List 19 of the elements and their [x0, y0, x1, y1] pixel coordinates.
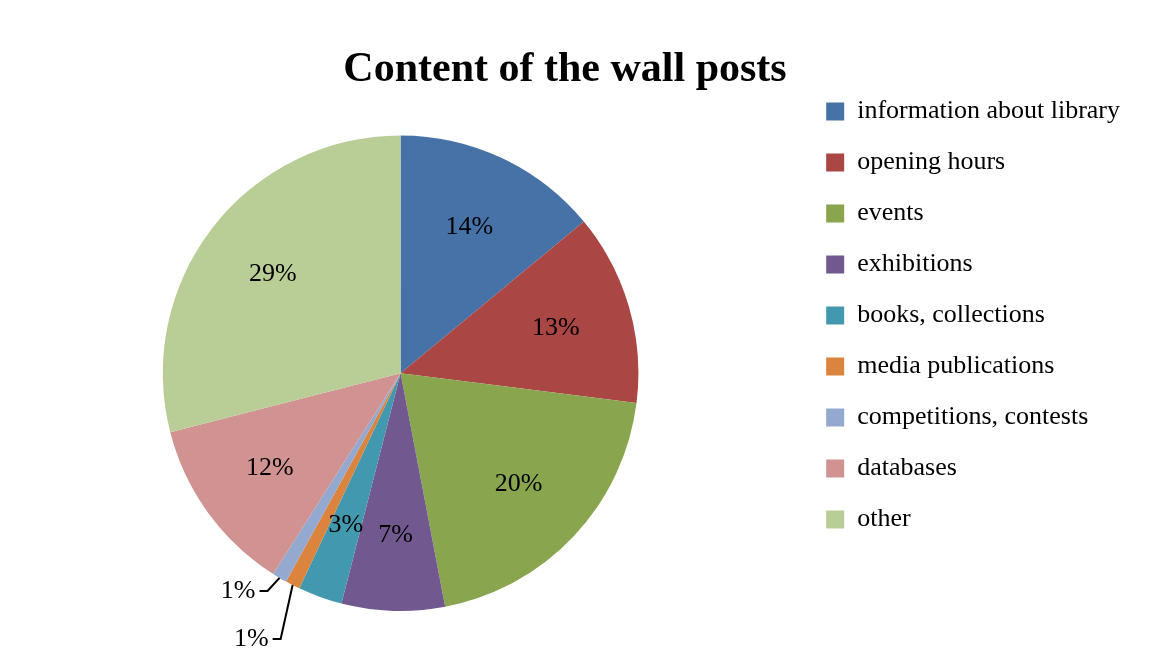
- legend-label: competitions, contests: [857, 401, 1089, 431]
- data-label: 3%: [328, 509, 364, 539]
- data-label: 13%: [532, 311, 580, 341]
- data-label: 29%: [248, 257, 297, 287]
- chart-title: Content of the wall posts: [343, 44, 787, 91]
- legend-label: other: [857, 503, 911, 533]
- legend-label: events: [857, 197, 924, 227]
- data-label: 14%: [445, 210, 494, 240]
- data-label: 12%: [245, 452, 294, 482]
- data-label: 20%: [494, 467, 543, 497]
- legend-label: media publications: [857, 350, 1055, 380]
- legend-label: books, collections: [857, 299, 1045, 329]
- legend-label: databases: [857, 452, 957, 482]
- legend-label: exhibitions: [857, 248, 973, 278]
- data-label: 1%: [233, 622, 269, 652]
- data-label: 7%: [378, 518, 413, 548]
- data-label: 1%: [220, 574, 256, 604]
- legend-label: opening hours: [857, 146, 1006, 176]
- legend-label: information about library: [857, 95, 1121, 125]
